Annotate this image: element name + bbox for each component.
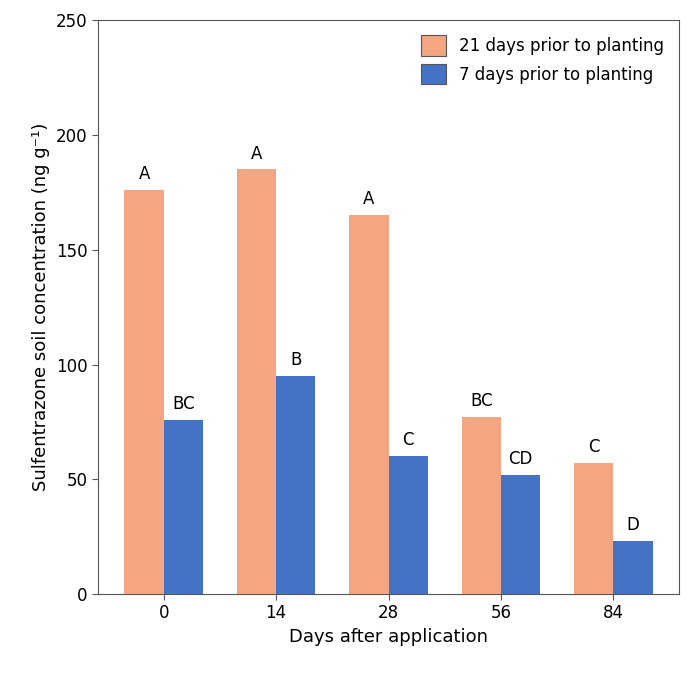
Bar (574, 463, 613, 594)
Bar (613, 541, 652, 594)
Text: A: A (251, 144, 262, 163)
Bar (125, 190, 164, 594)
Text: A: A (139, 165, 150, 183)
Text: C: C (588, 438, 599, 456)
Text: BC: BC (172, 395, 195, 412)
Bar (501, 475, 540, 594)
Y-axis label: Sulfentrazone soil concentration (ng g⁻¹): Sulfentrazone soil concentration (ng g⁻¹… (32, 123, 50, 491)
Text: CD: CD (508, 450, 533, 468)
Bar (461, 417, 501, 594)
Bar (389, 456, 428, 594)
Text: A: A (363, 190, 374, 209)
Bar (237, 169, 276, 594)
Text: B: B (290, 351, 302, 369)
X-axis label: Days after application: Days after application (289, 628, 488, 646)
Text: C: C (402, 431, 414, 450)
Bar (349, 215, 389, 594)
Text: D: D (626, 516, 639, 535)
Legend: 21 days prior to planting, 7 days prior to planting: 21 days prior to planting, 7 days prior … (414, 28, 671, 91)
Text: BC: BC (470, 392, 493, 410)
Bar (276, 376, 316, 594)
Bar (164, 420, 203, 594)
